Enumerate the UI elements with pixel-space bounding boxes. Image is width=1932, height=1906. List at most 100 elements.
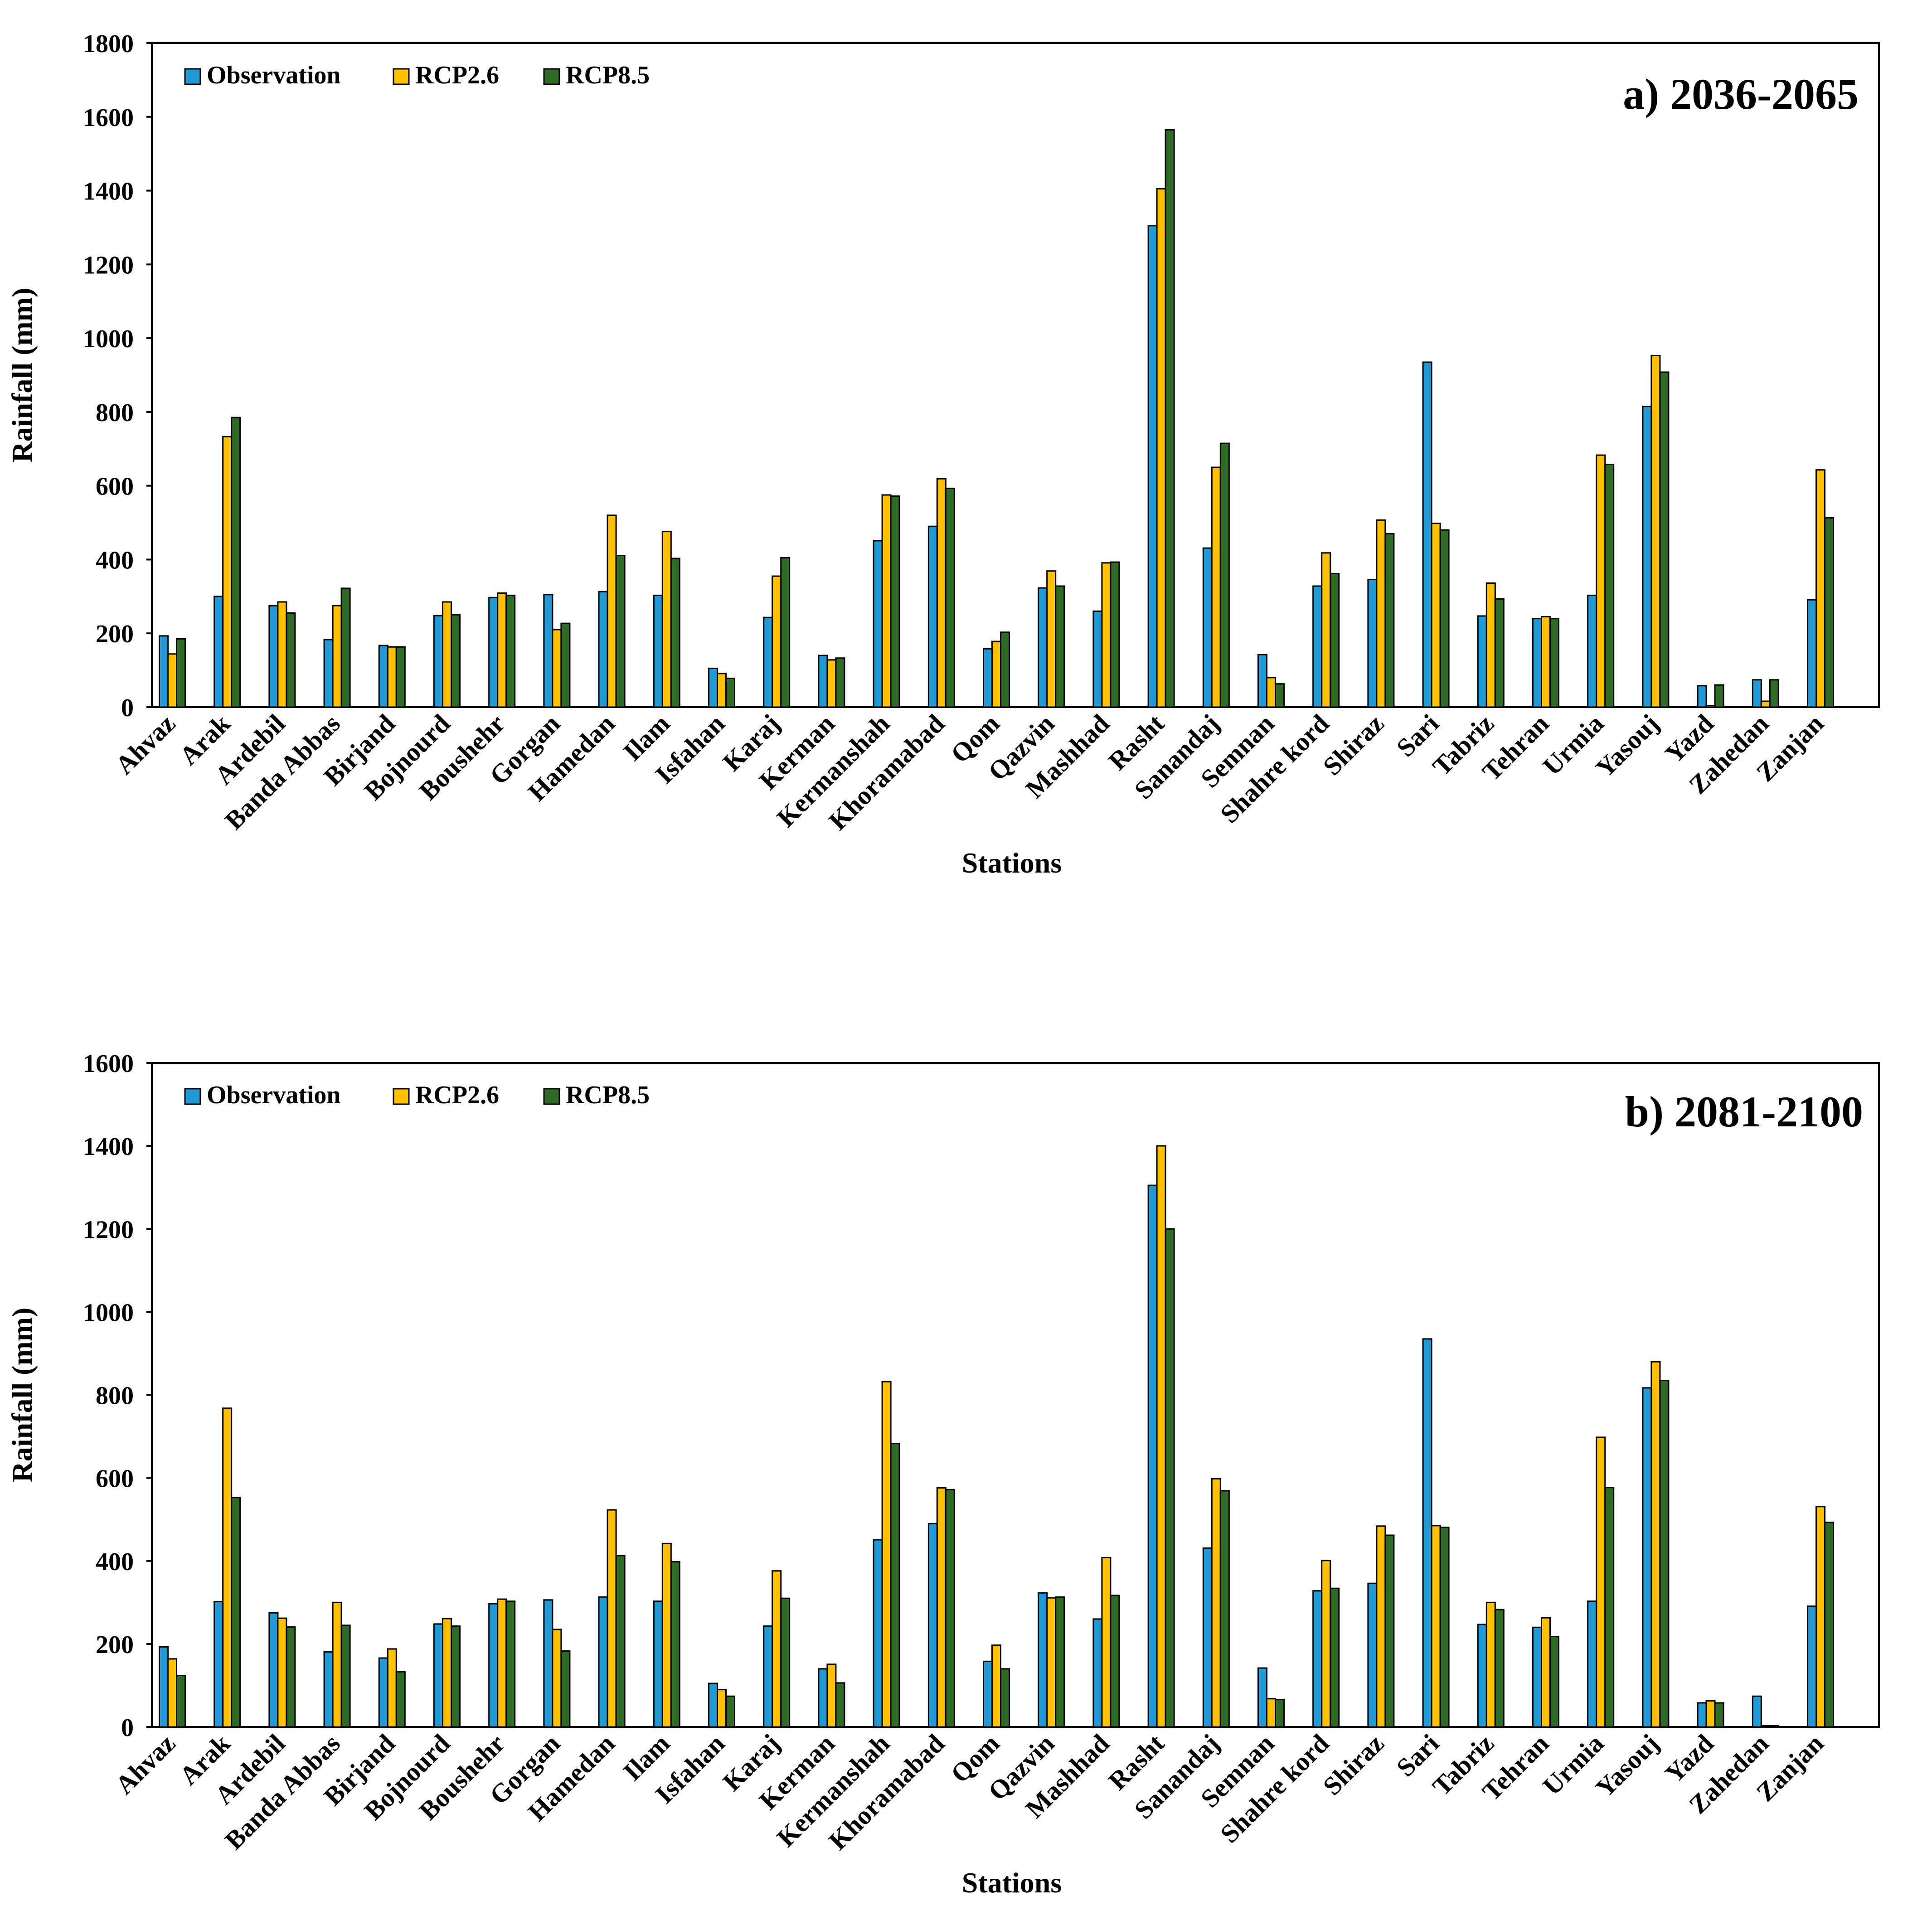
bar-rcp26-rasht xyxy=(1156,1145,1166,1728)
bar-rcp26-khoramabad xyxy=(936,478,947,708)
bar-rcp85-sari xyxy=(1439,529,1450,708)
bar-observation-kerman xyxy=(818,655,828,708)
bar-observation-kermanshah xyxy=(873,540,883,708)
bar-rcp85-yasouj xyxy=(1659,371,1670,708)
plot-area-frame-b xyxy=(151,1062,1880,1728)
bar-rcp26-ardebil xyxy=(277,1617,287,1728)
bar-rcp85-tehran xyxy=(1549,618,1559,708)
y-tick-label: 0 xyxy=(121,694,134,722)
y-tick-labels-a: 0 200 400 600 800 1000 1200 1400 1600 1800 xyxy=(83,30,134,722)
legend-swatch-rcp26 xyxy=(393,68,410,85)
bar-rcp26-boushehr xyxy=(497,1598,507,1728)
y-tick-marks-a xyxy=(146,42,152,708)
bar-rcp26-kerman xyxy=(826,659,837,708)
y-tick-label: 1400 xyxy=(83,178,134,206)
bar-rcp85-rasht xyxy=(1165,1228,1175,1728)
bar-rcp85-ardebil xyxy=(286,612,296,708)
bar-rcp26-yazd xyxy=(1705,1700,1716,1728)
y-tick-label: 0 xyxy=(121,1714,134,1742)
bar-rcp85-qom xyxy=(1000,631,1010,708)
bar-observation-shahre-kord xyxy=(1312,1590,1323,1728)
bar-rcp85-boushehr xyxy=(505,1600,516,1728)
bar-rcp85-semnan xyxy=(1275,1699,1285,1728)
bar-rcp85-tabriz xyxy=(1494,598,1505,708)
bar-rcp26-urmia xyxy=(1596,1436,1606,1728)
y-tick-labels-b: 0 200 400 600 800 1000 1200 1400 1600 xyxy=(83,1050,134,1742)
y-tick-label: 600 xyxy=(96,1465,134,1493)
bar-rcp26-yasouj xyxy=(1650,354,1661,708)
x-tick-label: Yasouj xyxy=(1590,1728,1664,1803)
bar-rcp26-tabriz xyxy=(1485,582,1496,708)
bar-rcp85-mashhad xyxy=(1110,561,1120,708)
bar-rcp85-ahvaz xyxy=(176,1675,186,1728)
bar-observation-ilam xyxy=(653,594,663,708)
bar-rcp85-yazd xyxy=(1714,1702,1724,1728)
bar-rcp85-urmia xyxy=(1604,1487,1615,1728)
bar-observation-urmia xyxy=(1587,1600,1597,1728)
bar-observation-hamedan xyxy=(598,1596,608,1728)
bar-rcp85-banda-abbas xyxy=(340,587,351,708)
legend-swatch-observation xyxy=(184,68,201,85)
bar-rcp26-kermanshah xyxy=(881,1381,892,1728)
bar-rcp26-yazd xyxy=(1705,705,1716,708)
bar-observation-bojnourd xyxy=(433,615,443,708)
bar-rcp26-yasouj xyxy=(1650,1361,1661,1728)
bar-rcp85-arak xyxy=(231,417,241,708)
bar-observation-kermanshah xyxy=(873,1539,883,1728)
bar-rcp85-mashhad xyxy=(1110,1595,1120,1728)
bar-rcp26-ahvaz xyxy=(167,1658,177,1728)
bar-observation-zahedan xyxy=(1752,679,1762,708)
bar-rcp85-zanjan xyxy=(1824,1522,1834,1728)
bar-rcp26-ardebil xyxy=(277,601,287,708)
bar-rcp26-qom xyxy=(991,1644,1001,1728)
y-tick-label: 800 xyxy=(96,1382,134,1410)
legend-label-rcp26: RCP2.6 xyxy=(415,61,499,89)
bar-observation-qazvin xyxy=(1038,1592,1048,1728)
y-tick-label: 1800 xyxy=(83,30,134,58)
bar-observation-banda-abbas xyxy=(323,639,334,708)
bar-rcp26-hamedan xyxy=(607,514,617,708)
x-axis-title-b: Stations xyxy=(962,1867,1062,1899)
bar-observation-tabriz xyxy=(1477,1624,1487,1728)
bar-rcp85-zahedan xyxy=(1769,1725,1779,1728)
bar-rcp85-sanandaj xyxy=(1219,442,1230,708)
bar-rcp85-tehran xyxy=(1549,1635,1559,1728)
bar-rcp26-urmia xyxy=(1596,454,1606,708)
bar-observation-shiraz xyxy=(1367,578,1378,708)
legend-swatch-rcp85 xyxy=(543,68,560,85)
bar-observation-yasouj xyxy=(1642,1387,1652,1728)
bar-rcp26-isfahan xyxy=(717,673,727,708)
y-tick-label: 1000 xyxy=(83,325,134,353)
bar-observation-ardebil xyxy=(268,1612,279,1728)
bar-rcp26-zanjan xyxy=(1815,1506,1825,1728)
x-tick-label: Shiraz xyxy=(1317,708,1390,781)
bar-rcp85-zanjan xyxy=(1824,517,1834,708)
bar-rcp26-ilam xyxy=(661,531,672,708)
bar-rcp85-isfahan xyxy=(725,1695,735,1728)
bar-rcp85-shahre-kord xyxy=(1330,1587,1340,1728)
bar-observation-banda-abbas xyxy=(323,1651,334,1728)
bar-rcp26-sanandaj xyxy=(1211,1478,1221,1728)
bar-rcp85-karaj xyxy=(780,557,791,708)
bar-rcp85-hamedan xyxy=(615,1555,626,1728)
legend-label-observation: Observation xyxy=(207,61,341,89)
bar-rcp85-ilam xyxy=(670,558,680,708)
bar-observation-ahvaz xyxy=(159,635,169,708)
bar-rcp85-rasht xyxy=(1165,129,1175,708)
x-tick-label: Ahvaz xyxy=(110,1728,181,1800)
bar-rcp85-yazd xyxy=(1714,684,1724,708)
y-tick-label: 200 xyxy=(96,620,134,648)
bar-rcp85-shiraz xyxy=(1384,1534,1395,1728)
bar-observation-gorgan xyxy=(543,1599,553,1728)
y-tick-label: 800 xyxy=(96,399,134,427)
bar-rcp26-qazvin xyxy=(1046,570,1057,708)
bar-rcp85-ahvaz xyxy=(176,638,186,708)
bar-observation-yasouj xyxy=(1642,406,1652,708)
bar-observation-rasht xyxy=(1147,225,1158,708)
bar-rcp26-shahre-kord xyxy=(1321,1560,1331,1728)
bar-observation-sari xyxy=(1422,361,1432,708)
bar-rcp85-isfahan xyxy=(725,678,735,708)
bar-observation-karaj xyxy=(763,1625,773,1728)
bar-rcp26-kermanshah xyxy=(881,494,892,708)
bar-observation-ilam xyxy=(653,1600,663,1728)
